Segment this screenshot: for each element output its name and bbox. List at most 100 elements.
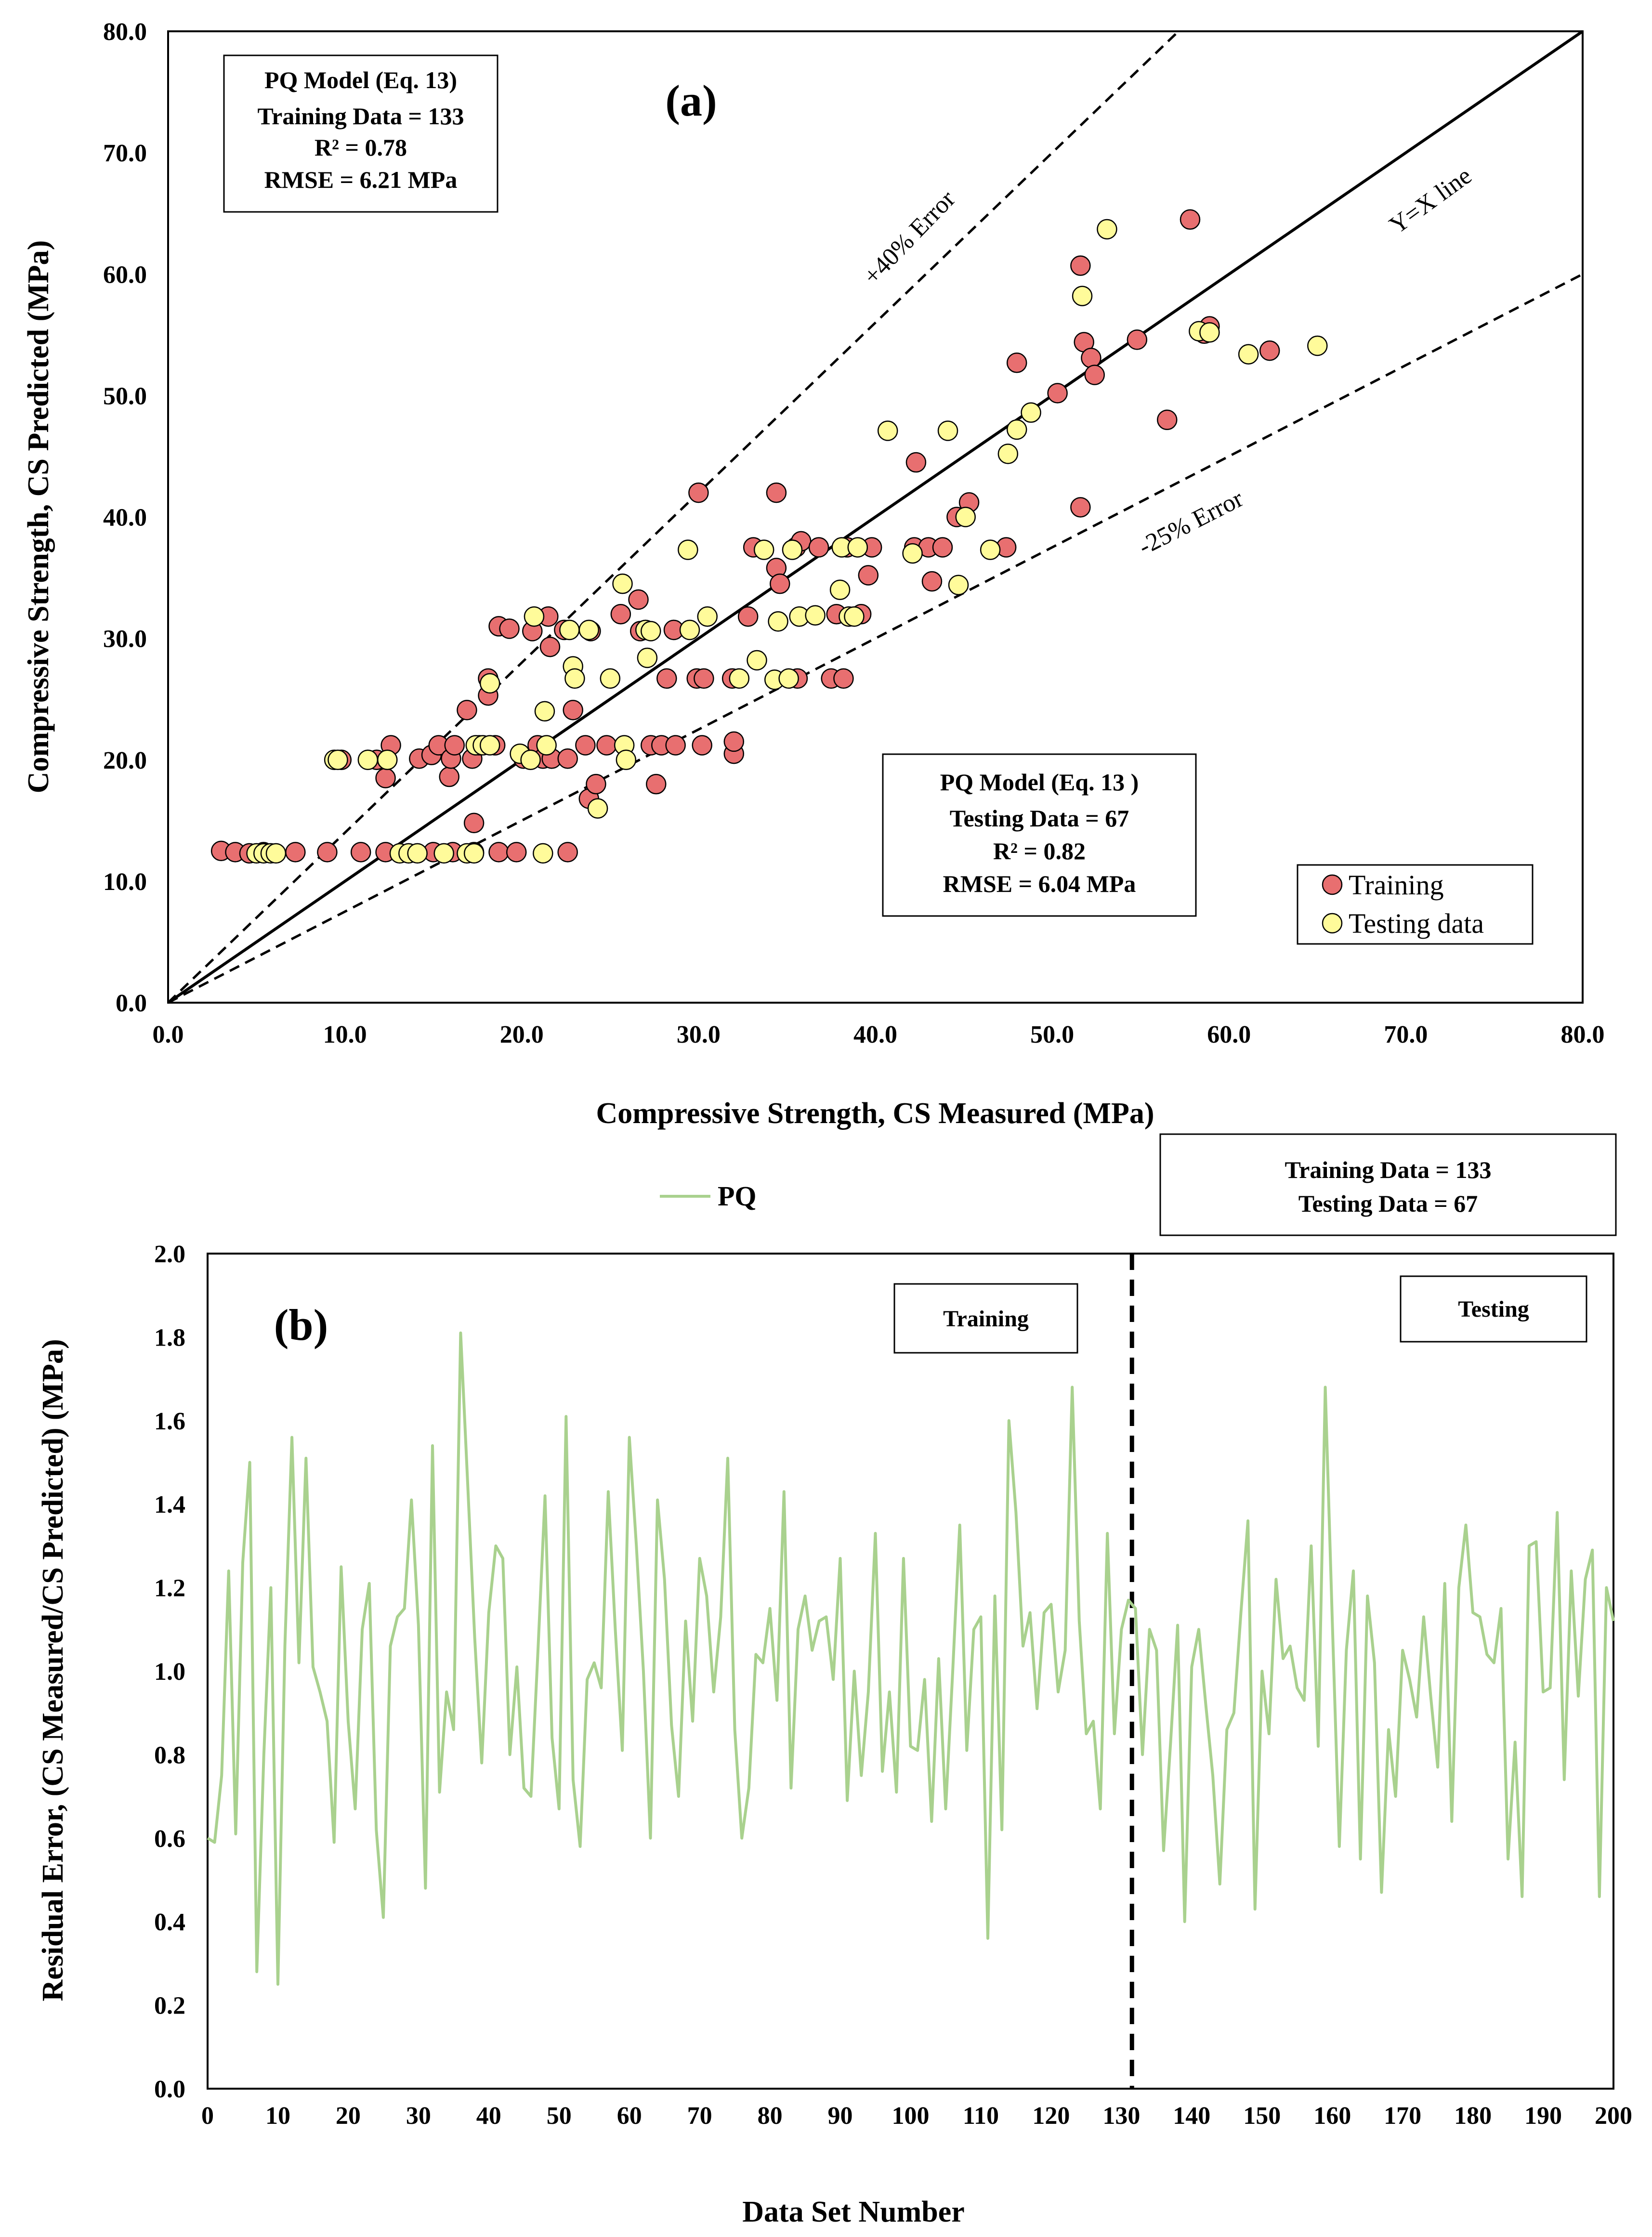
scatter-panel-a: 0.0 10.0 20.0 30.0 40.0 50.0 60.0 70.0 80.0 0.0 1… — [22, 18, 1605, 1130]
training-point-90 — [1047, 383, 1068, 404]
testing-point-38 — [697, 606, 718, 627]
training-point-11 — [488, 842, 509, 863]
testing-point-34 — [637, 647, 658, 668]
testing-point-32 — [616, 749, 637, 770]
testing-point-59 — [997, 444, 1019, 464]
testing-point-66 — [1238, 344, 1259, 365]
x-tick-a-8: 80.0 — [1561, 1021, 1605, 1048]
reference-line-1 — [167, 30, 1180, 1004]
panel-label-a: (a) — [665, 76, 717, 125]
training-point-43 — [563, 700, 583, 720]
x-tick-b-17: 170 — [1384, 2102, 1421, 2130]
testing-point-65 — [1199, 322, 1220, 343]
legend-pq-label: PQ — [718, 1180, 757, 1212]
line-panel-b: 0 10 20 30 40 50 60 70 80 90 100 110 120 130 140 150 160… — [37, 1133, 1632, 2228]
training-point-94 — [1081, 347, 1101, 368]
test-box-line-3: R² = 0.82 — [993, 837, 1086, 864]
training-point-24 — [444, 735, 465, 756]
training-point-97 — [1157, 409, 1178, 431]
training-point-69 — [770, 573, 790, 594]
y-tick-a-8: 80.0 — [103, 18, 147, 46]
train-box-line-1: PQ Model (Eq. 13) — [264, 66, 457, 93]
training-stats-box: PQ Model (Eq. 13) Training Data = 133 R²… — [223, 54, 498, 213]
training-point-84 — [921, 571, 943, 592]
testing-point-28 — [587, 798, 608, 819]
training-point-64 — [723, 731, 745, 752]
y-tick-b-10: 2.0 — [154, 1241, 185, 1268]
y-tick-b-6: 1.2 — [154, 1575, 185, 1602]
testing-point-17 — [479, 673, 500, 694]
train-box-line-4: RMSE = 6.21 MPa — [264, 166, 458, 193]
training-point-44 — [575, 735, 596, 756]
training-point-73 — [808, 537, 829, 558]
training-point-65 — [737, 606, 759, 627]
training-point-50 — [628, 589, 649, 610]
testing-point-36 — [678, 539, 698, 560]
x-tick-a-3: 30.0 — [677, 1021, 721, 1048]
training-region-text: Training — [943, 1306, 1029, 1332]
train-box-line-2: Training Data = 133 — [258, 103, 464, 130]
y-tick-a-5: 50.0 — [103, 382, 147, 410]
y-tick-b-0: 0.0 — [154, 2076, 185, 2103]
testing-point-67 — [1307, 335, 1328, 356]
y-tick-b-8: 1.6 — [154, 1408, 185, 1435]
training-point-39 — [539, 637, 561, 657]
testing-point-30 — [612, 573, 633, 594]
x-axis-label-a: Compressive Strength, CS Measured (MPa) — [596, 1097, 1154, 1130]
testing-point-22 — [534, 701, 555, 722]
data-count-box: Training Data = 133 Testing Data = 67 — [1159, 1133, 1617, 1236]
y-tick-a-6: 60.0 — [103, 261, 147, 288]
training-point-48 — [596, 735, 617, 756]
test-box-line-1: PQ Model (Eq. 13 ) — [940, 769, 1139, 796]
testing-region-text: Testing — [1458, 1296, 1529, 1322]
training-point-91 — [1070, 497, 1091, 518]
testing-point-51 — [844, 606, 865, 627]
y-tick-b-5: 1.0 — [154, 1658, 185, 1686]
x-tick-b-11: 110 — [963, 2102, 999, 2130]
x-tick-a-0: 0.0 — [153, 1021, 184, 1048]
training-point-25 — [457, 700, 477, 720]
legend-training-marker — [1322, 874, 1343, 895]
training-point-28 — [463, 812, 485, 834]
plot-area-b — [207, 1253, 1614, 2090]
testing-point-58 — [980, 539, 1001, 560]
train-box-line-3: R² = 0.78 — [315, 134, 407, 161]
data-count-line-1: Training Data = 133 — [1285, 1156, 1492, 1183]
testing-point-24 — [559, 619, 580, 641]
x-tick-b-14: 140 — [1173, 2102, 1210, 2130]
x-tick-b-20: 200 — [1595, 2102, 1632, 2130]
testing-point-60 — [1006, 419, 1027, 440]
testing-point-56 — [948, 575, 969, 595]
testing-point-55 — [937, 420, 958, 441]
testing-point-57 — [955, 507, 976, 527]
x-tick-b-18: 180 — [1454, 2102, 1492, 2130]
legend-a: Training Testing data — [1297, 864, 1534, 945]
y-tick-b-9: 1.8 — [154, 1324, 185, 1351]
training-point-60 — [692, 735, 712, 756]
x-tick-b-19: 190 — [1524, 2102, 1562, 2130]
testing-point-48 — [829, 579, 851, 601]
x-tick-a-4: 40.0 — [853, 1021, 897, 1048]
training-point-55 — [656, 668, 677, 689]
y-tick-b-1: 0.2 — [154, 1992, 185, 2020]
y-axis-label-a: Compressive Strength, CS Predicted (MPa) — [22, 240, 55, 794]
training-point-96 — [1127, 329, 1148, 350]
y-tick-a-4: 40.0 — [103, 504, 147, 532]
x-tick-a-7: 70.0 — [1384, 1021, 1428, 1048]
testing-point-40 — [747, 650, 767, 671]
y-tick-a-2: 20.0 — [103, 747, 147, 774]
reference-line-2 — [167, 273, 1584, 1004]
testing-point-44 — [778, 668, 799, 689]
testing-region-label: Testing — [1400, 1275, 1587, 1343]
x-tick-b-10: 100 — [892, 2102, 930, 2130]
testing-point-19 — [520, 749, 541, 770]
testing-point-6 — [357, 749, 379, 770]
x-tick-b-3: 30 — [406, 2102, 431, 2130]
x-tick-b-13: 130 — [1102, 2102, 1140, 2130]
y-tick-a-7: 70.0 — [103, 140, 147, 167]
x-tick-a-2: 20.0 — [500, 1021, 544, 1048]
testing-point-37 — [679, 619, 700, 641]
testing-point-16 — [479, 735, 500, 756]
testing-point-10 — [407, 843, 428, 864]
training-point-57 — [665, 735, 686, 756]
